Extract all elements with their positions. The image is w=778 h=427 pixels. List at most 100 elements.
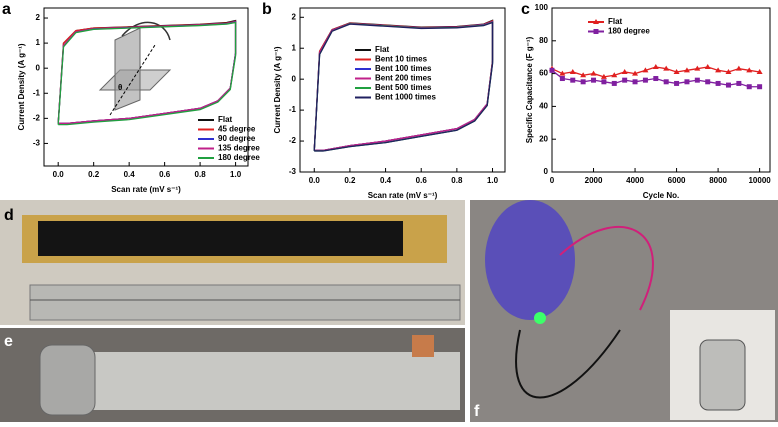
point [611,72,618,78]
point [591,77,597,83]
x-tick-label: 0.0 [53,170,65,179]
y-tick-label: 2 [36,13,41,22]
point [580,72,587,78]
point [601,79,607,85]
point [694,65,701,71]
point [725,68,732,74]
x-tick-label: 4000 [626,176,644,185]
point [559,76,565,82]
y-tick-label: 100 [535,3,549,12]
x-tick-label: 2000 [585,176,603,185]
y-tick-label: 1 [292,43,297,52]
photo-d [0,200,465,325]
panel-label: d [4,207,14,224]
plot-frame [43,7,249,167]
y-axis-title: Current Density (A g⁻¹) [17,43,26,130]
cell [699,339,746,411]
point [663,79,669,85]
x-tick-label: 0 [550,176,555,185]
plot-frame [299,7,506,173]
point [652,64,659,70]
y-tick-label: 1 [36,38,41,47]
point [746,84,752,90]
legend-label: Flat [608,17,623,26]
y-tick-label: 0 [36,63,41,72]
inset-label: θ [118,83,122,92]
point [715,67,722,73]
legend-label: 90 degree [218,134,256,143]
legend-label: Bent 10 times [375,55,428,64]
point [632,70,639,76]
y-tick-label: 60 [539,69,548,78]
roll [39,344,96,416]
point [757,84,763,90]
point [663,65,670,71]
axis-dash [109,44,156,116]
electrode [38,221,403,256]
legend-label: 45 degree [218,125,256,134]
x-tick-label: 0.8 [451,176,463,185]
y-tick-label: 0 [544,167,549,176]
y-tick-label: 40 [539,102,548,111]
x-axis-title: Scan rate (mV s⁻¹) [368,191,438,200]
electrode-sheet [60,352,460,410]
y-tick-label: -2 [33,113,41,122]
glove [485,200,575,320]
series-line [313,21,494,152]
y-tick-label: 20 [539,134,548,143]
x-tick-label: 0.2 [88,170,100,179]
legend-label: Bent 1000 times [375,93,436,102]
x-tick-label: 0.4 [124,170,136,179]
point [715,80,721,86]
x-tick-label: 8000 [709,176,727,185]
x-tick-label: 0.8 [195,170,207,179]
legend-label: Bent 500 times [375,83,432,92]
point [642,67,649,73]
panel-label: a [2,1,11,18]
point [735,65,742,71]
series-line [57,21,237,126]
point [746,67,753,73]
x-tick-label: 0.6 [159,170,171,179]
y-tick-label: 80 [539,36,548,45]
x-tick-label: 10000 [748,176,771,185]
x-tick-label: 6000 [668,176,686,185]
x-tick-label: 1.0 [487,176,499,185]
legend-label: Bent 100 times [375,64,432,73]
legend-label: Flat [375,45,390,54]
point [705,79,711,85]
legend-marker [593,19,599,24]
x-tick-label: 0.2 [344,176,356,185]
arrow [121,21,171,41]
x-axis-title: Cycle No. [643,191,679,200]
wire [515,329,621,399]
panel-label: f [474,403,480,420]
x-tick-label: 0.4 [380,176,392,185]
point [570,77,576,83]
y-tick-label: -3 [289,167,297,176]
wire [559,226,654,311]
legend-label: 180 degree [608,27,650,36]
y-tick-label: 0 [292,74,297,83]
point [642,77,648,83]
inset-diagram [98,21,172,116]
panel-label: b [262,1,272,18]
point [559,70,566,76]
point [600,73,607,79]
point [683,67,690,73]
point [673,68,680,74]
y-tick-label: -1 [33,88,41,97]
y-tick-label: -1 [289,105,297,114]
legend-label: Flat [218,115,233,124]
legend-marker [593,29,599,34]
point [694,77,700,83]
point [674,80,680,86]
y-tick-label: -2 [289,136,297,145]
point [736,80,742,86]
point [590,70,597,76]
point [580,79,586,85]
y-tick-label: -3 [33,139,41,148]
copper-tab [412,335,434,357]
point [725,82,731,88]
